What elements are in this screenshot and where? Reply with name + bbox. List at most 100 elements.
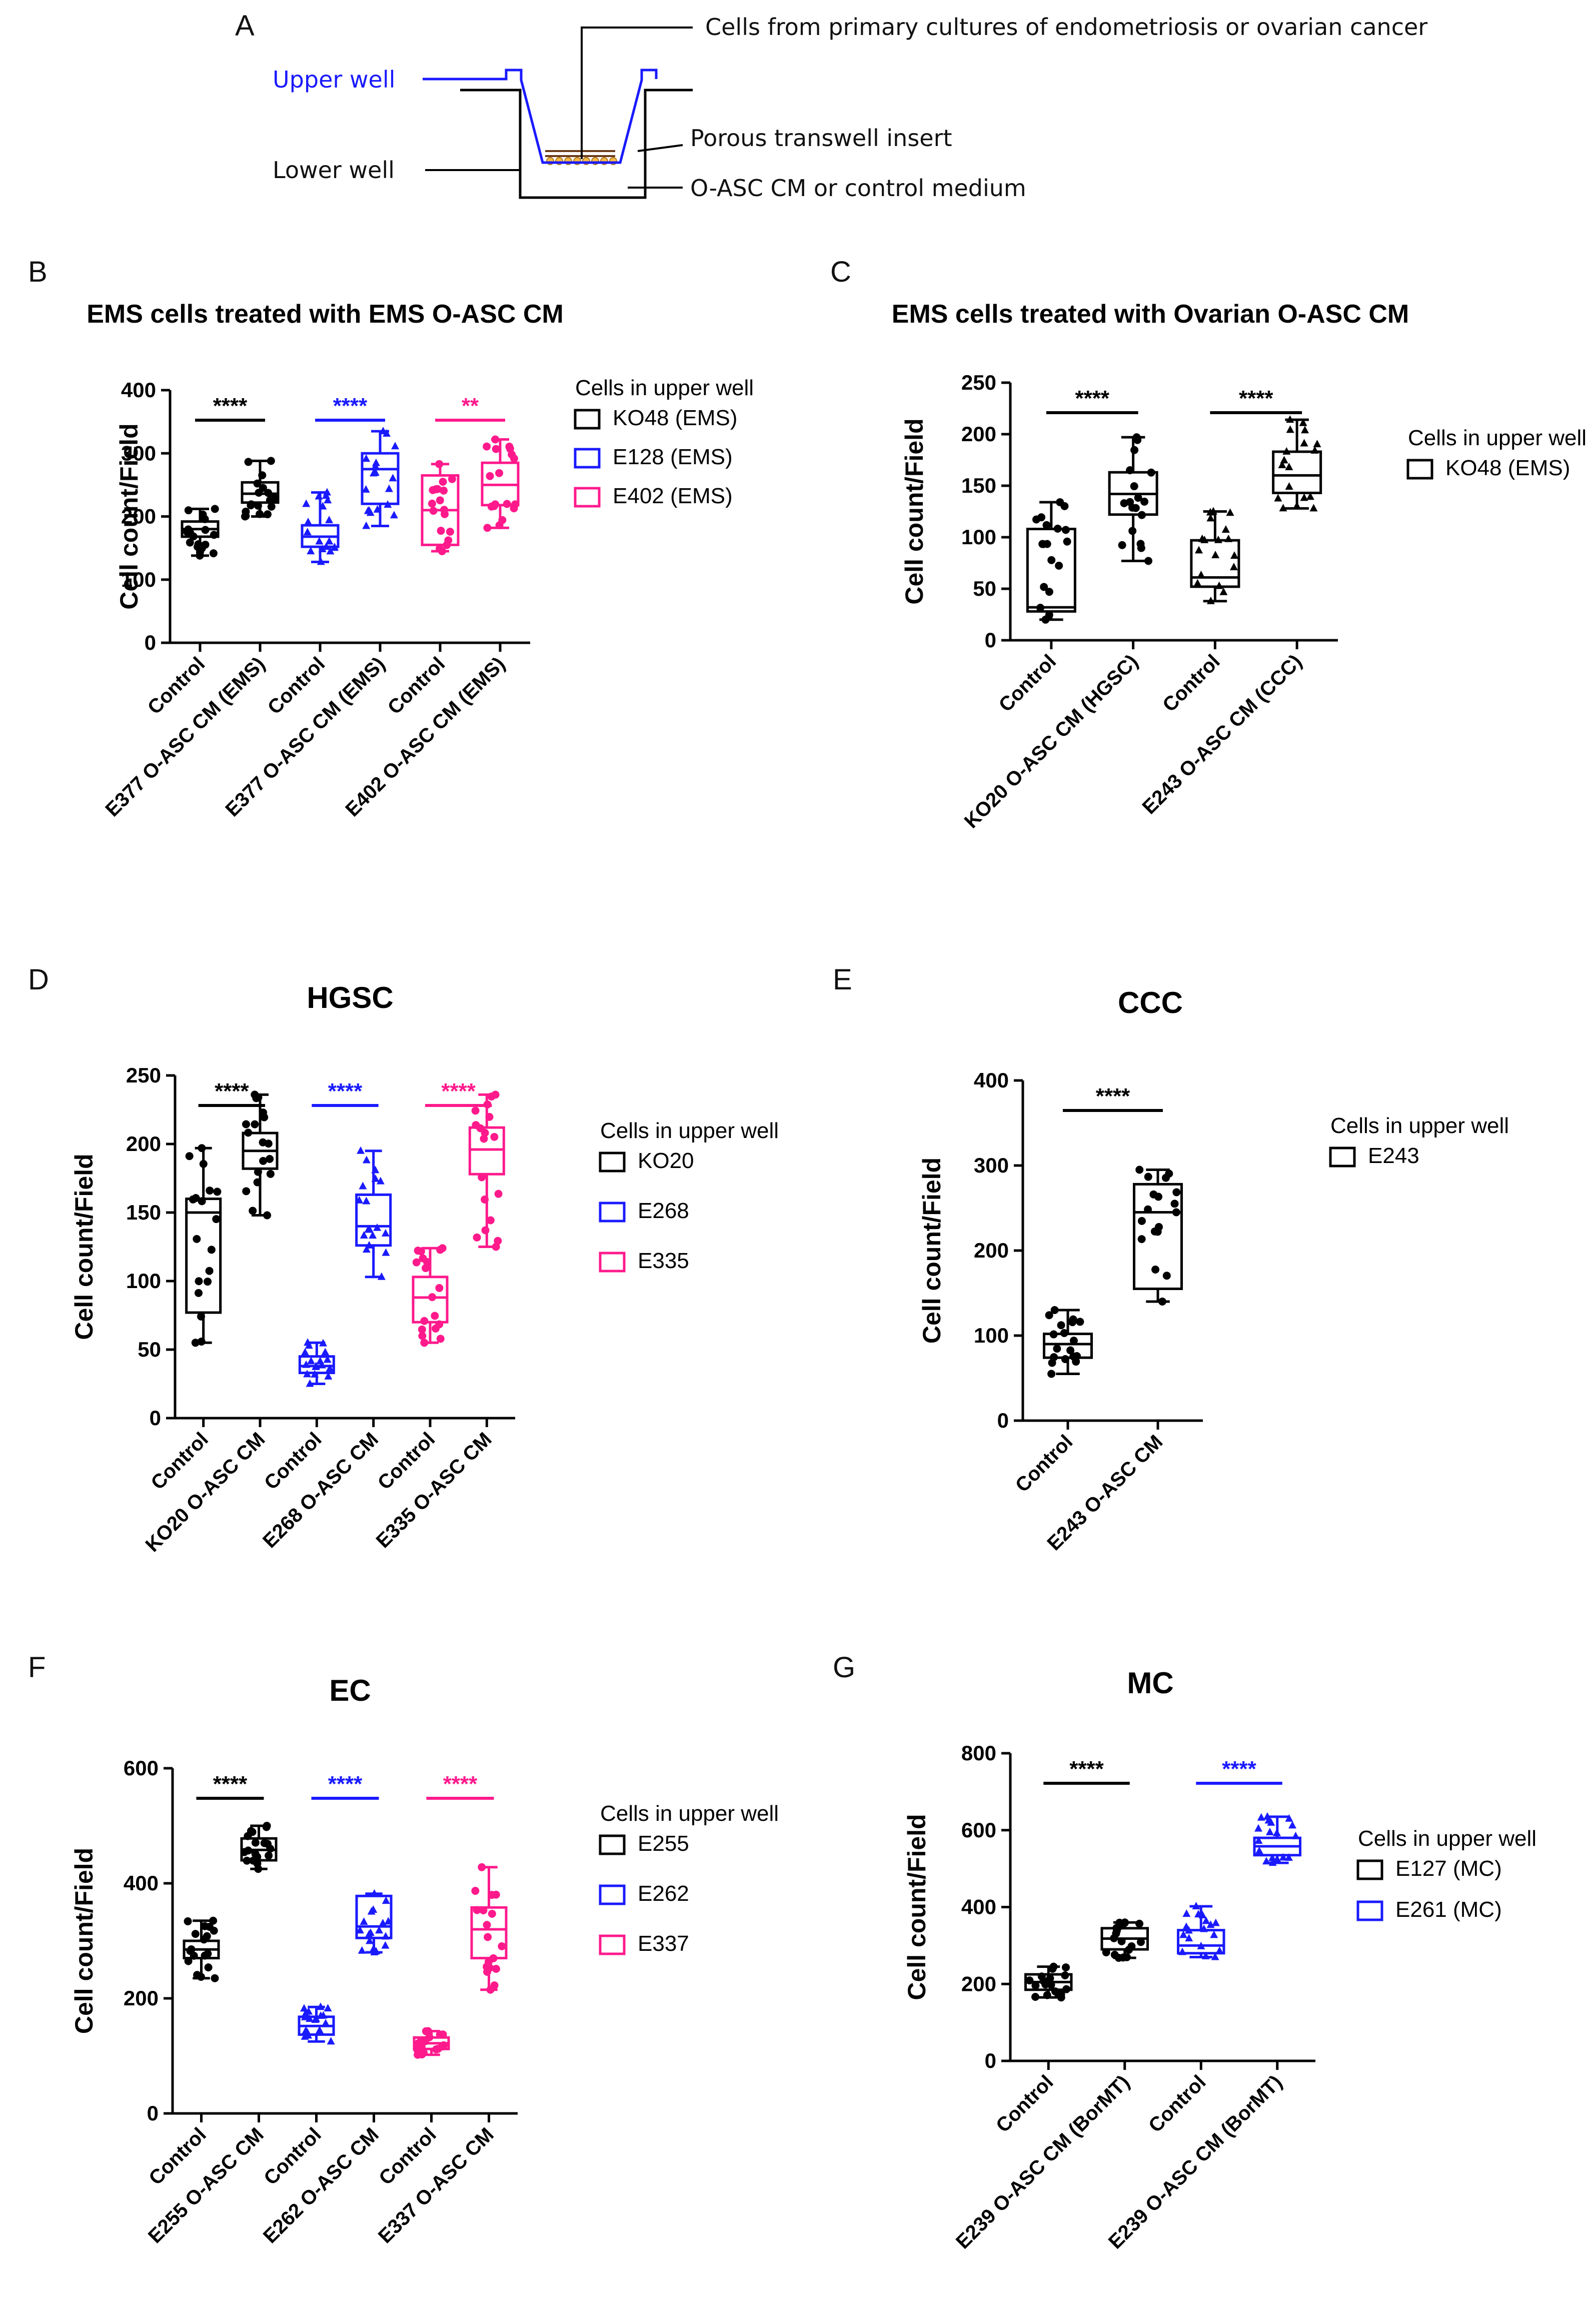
data-point — [377, 1272, 386, 1280]
data-point — [1284, 1853, 1293, 1861]
insert-label: Porous transwell insert — [690, 125, 952, 152]
data-point — [326, 1364, 334, 1372]
legend-swatch — [1356, 1859, 1383, 1880]
data-point — [371, 1174, 380, 1182]
data-point — [1310, 446, 1319, 454]
box-iqr — [1190, 539, 1240, 588]
data-point — [1202, 1916, 1210, 1924]
box-iqr — [355, 1193, 392, 1247]
data-point — [1069, 1337, 1078, 1345]
legend-entry: E127 (MC) — [1395, 1856, 1502, 1881]
data-point — [1214, 535, 1222, 543]
y-tick-label: 300 — [974, 1154, 1009, 1177]
y-tick-label: 200 — [961, 1972, 996, 1995]
data-point — [1144, 557, 1153, 565]
data-point — [259, 1157, 268, 1165]
y-tick-label: 200 — [961, 422, 996, 446]
data-point — [360, 1917, 368, 1925]
data-point — [372, 1947, 380, 1955]
data-point — [1144, 1173, 1152, 1181]
data-point — [1210, 1930, 1218, 1938]
data-point — [213, 1188, 222, 1196]
data-point — [1076, 1318, 1084, 1326]
data-point — [448, 475, 456, 483]
data-point — [1257, 1813, 1265, 1821]
data-point — [418, 1325, 426, 1334]
data-point — [1193, 579, 1202, 587]
data-point — [1313, 440, 1321, 448]
data-point — [266, 496, 274, 505]
data-point — [362, 1156, 371, 1164]
data-point — [480, 1134, 488, 1143]
data-point — [492, 1965, 500, 1973]
data-point — [1150, 1227, 1159, 1236]
data-point — [1137, 1938, 1145, 1946]
data-point — [248, 1828, 257, 1836]
x-category-label: Control — [995, 650, 1061, 716]
data-point — [253, 479, 262, 488]
data-point — [486, 1216, 495, 1225]
box-iqr — [1026, 528, 1076, 613]
legend-entry: E128 (EMS) — [613, 445, 733, 469]
data-point — [478, 1863, 486, 1871]
legend-entry: E402 (EMS) — [613, 484, 733, 508]
data-point — [253, 1859, 262, 1868]
data-point — [264, 489, 273, 497]
box-iqr — [412, 1276, 449, 1324]
data-point — [1224, 534, 1233, 542]
y-tick-label: 0 — [985, 2049, 996, 2072]
data-point — [1286, 425, 1294, 433]
data-point — [1057, 1990, 1065, 1999]
data-point — [1031, 1992, 1040, 2001]
data-point — [184, 506, 193, 515]
data-point — [440, 506, 449, 514]
box-group — [1177, 1901, 1225, 1960]
y-tick-label: 800 — [961, 1741, 996, 1765]
data-point — [382, 1896, 390, 1904]
data-point — [301, 2032, 309, 2040]
data-point — [205, 1267, 214, 1275]
data-point — [318, 545, 327, 553]
box-iqr — [361, 452, 400, 505]
box-group — [241, 457, 280, 521]
data-point — [1041, 1980, 1050, 1989]
legend-entry: E255 — [638, 1831, 689, 1856]
data-point — [446, 528, 454, 536]
legend-swatch — [599, 1151, 626, 1173]
data-point — [184, 1917, 192, 1925]
data-point — [192, 1194, 200, 1203]
data-point — [1285, 463, 1293, 471]
data-point — [191, 1339, 200, 1347]
box-group — [361, 427, 400, 529]
data-point — [1057, 1321, 1065, 1330]
data-point — [444, 536, 453, 545]
data-point — [322, 542, 331, 550]
data-point — [302, 1360, 311, 1368]
data-point — [201, 1922, 209, 1930]
data-point — [1198, 534, 1206, 542]
data-point — [364, 1225, 373, 1233]
y-tick-label: 600 — [961, 1818, 996, 1842]
data-point — [436, 496, 444, 505]
data-point — [488, 1909, 496, 1918]
data-point — [209, 549, 218, 558]
box-group — [298, 1338, 335, 1387]
significance-stars: **** — [213, 1772, 248, 1796]
data-point — [376, 1177, 385, 1185]
data-point — [420, 1317, 429, 1325]
y-tick-label: 600 — [124, 1756, 159, 1780]
y-tick-label: 150 — [126, 1201, 161, 1224]
y-tick-label: 200 — [974, 1239, 1009, 1262]
data-point — [505, 442, 514, 451]
data-point — [479, 1906, 488, 1914]
significance-stars: **** — [1239, 386, 1273, 411]
data-point — [330, 543, 339, 551]
data-point — [1050, 1306, 1059, 1314]
data-point — [1215, 581, 1223, 589]
data-point — [382, 1248, 390, 1256]
data-point — [370, 1889, 379, 1897]
data-point — [312, 2014, 321, 2022]
transwell-schematic: Upper well Lower well Cells from primary… — [273, 14, 1427, 202]
data-point — [256, 510, 264, 518]
box-group — [1026, 498, 1076, 624]
